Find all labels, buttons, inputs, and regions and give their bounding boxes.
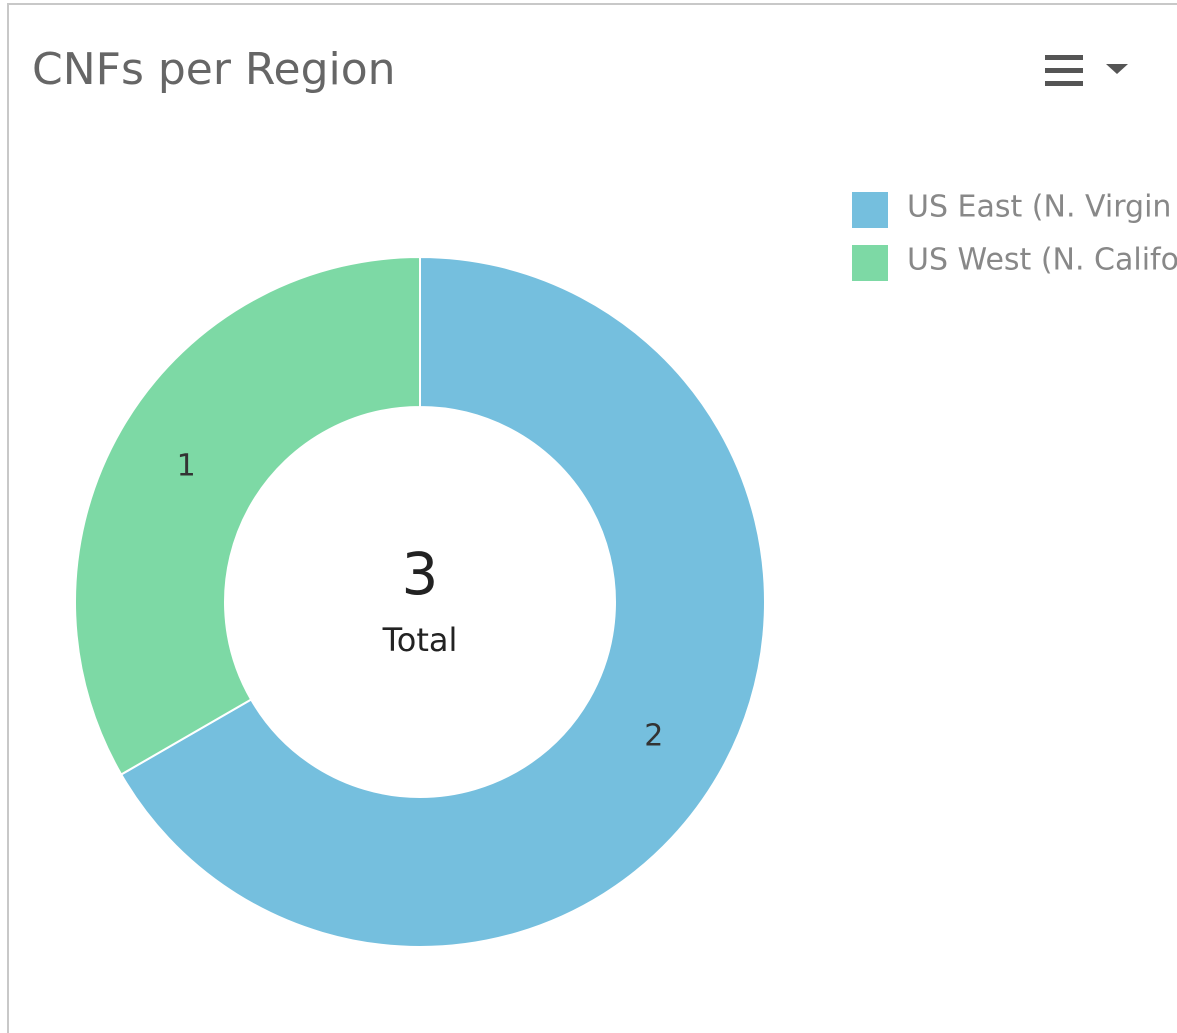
slice [119,255,766,948]
slice [74,255,421,776]
legend-label: US East (N. Virgin [907,190,1171,225]
menu-button[interactable] [1045,55,1128,86]
data-label: 1 [177,449,196,484]
center-label: Total [382,621,458,659]
data-label: 2 [644,719,663,754]
center-value: 3 [402,540,439,608]
menu-caret [1106,64,1128,74]
menu-bar [1045,55,1083,60]
legend-swatch [852,192,888,228]
legend-label: US West (N. Califo [907,243,1177,278]
chart-title: CNFs per Region [32,44,396,95]
menu-bar [1045,81,1083,86]
legend-swatch [852,245,888,281]
menu-bar [1045,68,1083,73]
